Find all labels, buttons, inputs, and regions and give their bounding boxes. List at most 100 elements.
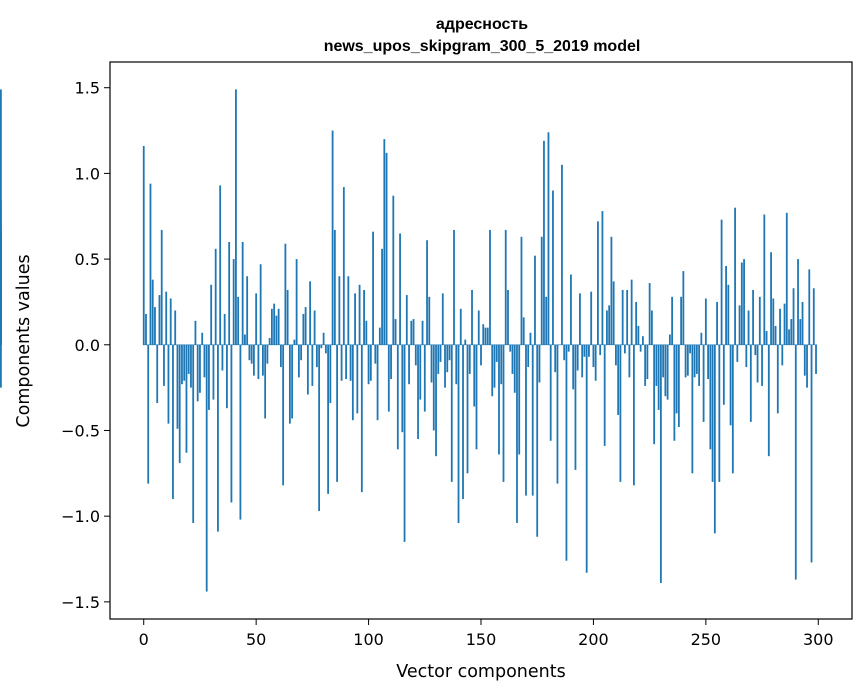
bar bbox=[183, 344, 186, 381]
bar bbox=[716, 301, 718, 345]
bar bbox=[241, 241, 244, 345]
bar bbox=[473, 344, 476, 407]
bar bbox=[394, 319, 397, 345]
bar bbox=[181, 344, 183, 385]
bar bbox=[774, 325, 777, 345]
bar bbox=[313, 310, 316, 345]
bar bbox=[208, 344, 210, 410]
bar bbox=[230, 344, 233, 503]
bar bbox=[151, 279, 154, 345]
bar bbox=[803, 344, 806, 376]
bar bbox=[603, 344, 606, 446]
bar bbox=[187, 344, 190, 374]
bar bbox=[327, 344, 329, 494]
bar bbox=[329, 344, 332, 404]
x-tick-label: 250 bbox=[691, 630, 722, 649]
bar bbox=[689, 344, 692, 354]
bar bbox=[297, 344, 300, 378]
bar bbox=[745, 344, 748, 368]
bar bbox=[255, 293, 258, 345]
bar bbox=[520, 236, 523, 345]
bar bbox=[626, 289, 629, 345]
bar bbox=[248, 344, 251, 361]
bar bbox=[0, 229, 2, 345]
bar bbox=[358, 284, 361, 345]
bar bbox=[210, 284, 213, 345]
bar bbox=[709, 344, 712, 450]
bar bbox=[644, 344, 647, 386]
bar bbox=[815, 344, 817, 374]
bar bbox=[797, 259, 799, 345]
bar bbox=[288, 344, 291, 424]
bar bbox=[412, 319, 415, 345]
bar bbox=[713, 344, 716, 534]
bar bbox=[509, 344, 512, 352]
bar bbox=[464, 339, 467, 345]
bar bbox=[410, 320, 413, 345]
bar bbox=[500, 344, 503, 385]
bar bbox=[794, 344, 797, 580]
bar bbox=[734, 207, 736, 345]
bar bbox=[484, 327, 487, 345]
bar bbox=[226, 344, 228, 409]
bar bbox=[253, 344, 255, 376]
bar bbox=[538, 344, 541, 383]
bar bbox=[342, 187, 345, 345]
bar bbox=[356, 344, 359, 414]
bar bbox=[576, 344, 579, 371]
bar bbox=[405, 295, 408, 345]
bar bbox=[536, 344, 539, 537]
x-tick-label: 100 bbox=[353, 630, 384, 649]
bar bbox=[279, 344, 282, 368]
x-tick-label: 150 bbox=[466, 630, 497, 649]
bar bbox=[662, 344, 665, 378]
bar bbox=[300, 344, 303, 361]
bar bbox=[493, 344, 496, 388]
bar bbox=[522, 317, 525, 345]
bar bbox=[718, 344, 721, 482]
bar bbox=[673, 344, 676, 441]
bar bbox=[284, 243, 287, 345]
bar bbox=[659, 344, 662, 583]
bar bbox=[462, 344, 464, 500]
bar bbox=[792, 288, 795, 345]
bar bbox=[722, 344, 725, 405]
bar bbox=[324, 344, 327, 354]
bar bbox=[430, 344, 433, 383]
bar bbox=[727, 284, 730, 345]
bar bbox=[408, 344, 410, 385]
bar bbox=[363, 289, 365, 345]
bar bbox=[691, 344, 694, 474]
bar bbox=[534, 255, 536, 345]
bar bbox=[295, 259, 298, 345]
bar bbox=[664, 344, 667, 397]
bar bbox=[190, 344, 192, 388]
bar bbox=[448, 344, 451, 361]
bar bbox=[761, 344, 763, 386]
chart-title: адресность bbox=[436, 16, 528, 33]
bar bbox=[403, 344, 406, 542]
bar bbox=[648, 283, 651, 345]
bar bbox=[450, 344, 453, 482]
bar bbox=[790, 319, 793, 345]
plot-frame bbox=[109, 61, 853, 620]
bar bbox=[149, 183, 152, 345]
bar bbox=[419, 344, 422, 400]
bar bbox=[158, 295, 161, 345]
bar bbox=[453, 229, 455, 345]
y-tick-label: 0.5 bbox=[75, 250, 100, 269]
bar bbox=[788, 329, 790, 345]
bar bbox=[633, 344, 635, 486]
bar bbox=[585, 344, 588, 573]
bar bbox=[264, 344, 267, 419]
bar bbox=[237, 296, 240, 345]
bar bbox=[385, 152, 388, 345]
bar bbox=[259, 264, 262, 345]
bar bbox=[518, 344, 521, 455]
bar bbox=[239, 344, 242, 520]
bar bbox=[525, 344, 527, 496]
bar bbox=[588, 344, 590, 357]
bar bbox=[423, 344, 426, 412]
bar bbox=[489, 229, 491, 345]
